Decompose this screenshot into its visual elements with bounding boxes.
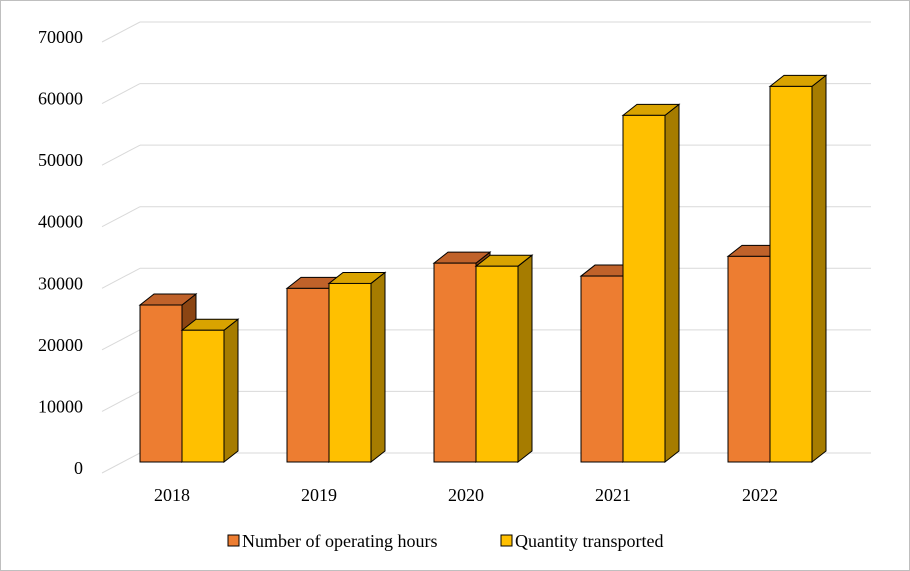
- gridline: [101, 21, 871, 43]
- legend-swatch: [500, 534, 513, 547]
- bar-front: [433, 262, 477, 463]
- x-tick-label: 2018: [154, 485, 190, 505]
- y-tick-label: 70000: [38, 27, 83, 47]
- y-tick-label: 40000: [38, 212, 83, 232]
- bar-front: [139, 304, 183, 463]
- bar: [180, 318, 240, 464]
- bar-side: [811, 74, 827, 464]
- gridline: [101, 83, 871, 105]
- bar-side: [370, 271, 386, 464]
- bar-side: [517, 254, 533, 464]
- legend-label: Number of operating hours: [242, 531, 437, 551]
- bar-front: [475, 265, 519, 463]
- bar-front: [727, 255, 771, 463]
- y-tick-label: 10000: [38, 396, 83, 416]
- bar-side: [223, 318, 239, 464]
- bar: [327, 271, 387, 464]
- bar-front: [328, 282, 372, 463]
- x-axis-ticks: 2018 2019 2020 2021 2022: [154, 485, 778, 505]
- y-tick-label: 20000: [38, 335, 83, 355]
- bar-front: [769, 85, 813, 463]
- bar-front: [286, 287, 330, 463]
- x-tick-label: 2019: [301, 485, 337, 505]
- legend-item: Number of operating hours: [227, 531, 437, 551]
- bar-side: [664, 103, 680, 464]
- gridline: [101, 206, 871, 228]
- legend-item: Quantity transported: [500, 531, 663, 551]
- legend-label: Quantity transported: [515, 531, 663, 551]
- bar-front: [181, 329, 225, 463]
- y-tick-label: 30000: [38, 273, 83, 293]
- bar-front: [580, 275, 624, 463]
- bars: [138, 74, 828, 464]
- x-tick-label: 2021: [595, 485, 631, 505]
- y-tick-label: 60000: [38, 89, 83, 109]
- y-tick-label: 50000: [38, 150, 83, 170]
- legend-swatch: [227, 534, 240, 547]
- y-axis-ticks: 0 10000 20000 30000 40000 50000 60000 70000: [38, 27, 83, 478]
- x-tick-label: 2020: [448, 485, 484, 505]
- bar: [621, 103, 681, 464]
- legend: Number of operating hours Quantity transp…: [227, 531, 663, 551]
- y-tick-label: 0: [74, 458, 83, 478]
- bar-front: [622, 114, 666, 463]
- bar: [768, 74, 828, 464]
- gridline: [101, 144, 871, 166]
- bar: [474, 254, 534, 464]
- x-tick-label: 2022: [742, 485, 778, 505]
